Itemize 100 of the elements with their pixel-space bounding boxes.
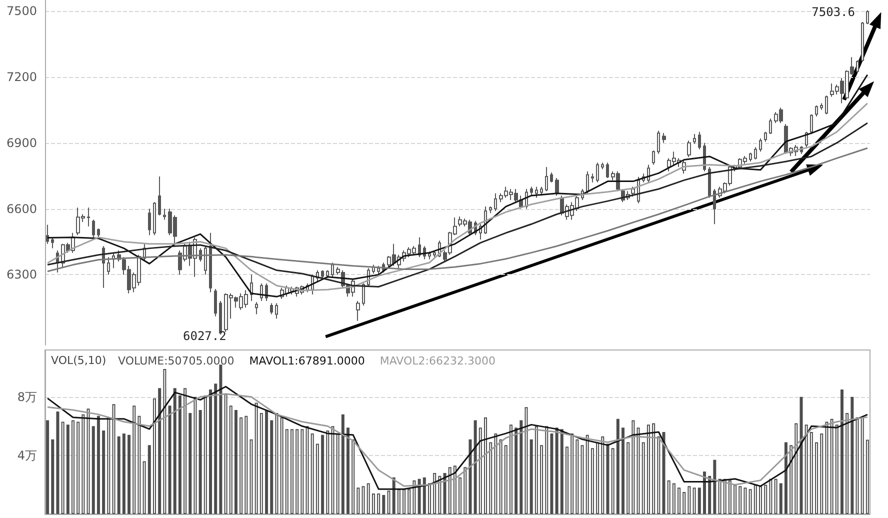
bar [642,442,645,514]
series-label: VOLUME:50705.0000 [118,354,234,368]
bar [790,445,793,514]
candlestick [270,302,273,315]
candlestick [540,186,543,196]
bar [122,433,126,514]
bar [850,396,854,514]
candlestick [708,166,711,198]
bar [580,445,584,514]
bar [820,433,824,514]
candlestick [662,132,666,144]
bar [856,417,859,514]
bar [860,417,864,514]
candlestick [107,256,110,276]
text: MAVOL2:66232.3000 [380,354,496,368]
bar [738,486,742,514]
candlestick [698,131,701,150]
bar [774,478,778,514]
bar [570,433,574,514]
bar [56,412,60,514]
bar [285,429,288,514]
bar [229,406,232,514]
candlestick [856,60,859,74]
bar [184,388,187,514]
bar [484,417,488,514]
candlestick [321,270,324,280]
bar [224,394,228,514]
bar [418,478,421,514]
bar [209,390,212,514]
bar [474,420,477,514]
bar [646,424,650,514]
bar [825,422,828,514]
bar [132,406,136,514]
candlestick [810,114,813,135]
line-series [46,74,868,298]
candlestick [209,232,212,293]
bar [606,444,610,514]
candlestick [657,130,660,154]
bar [168,406,172,514]
candlestick [163,208,166,220]
bar [296,429,299,514]
candlestick [494,192,497,212]
bar [611,448,614,514]
candlestick [754,146,757,160]
candlestick [693,134,696,144]
bar [92,426,95,514]
bar [280,417,284,514]
bar [433,473,436,514]
bar [494,433,498,514]
candlestick [260,282,263,302]
bar [596,442,600,514]
bar [102,430,106,514]
bar [72,420,75,514]
bar [82,414,85,514]
bar [866,440,869,514]
candlestick [377,265,380,276]
bar [173,388,176,514]
candlestick [92,219,95,238]
bar [723,478,726,514]
bar [310,433,314,514]
bar [51,439,54,514]
bar [530,439,533,514]
candlestick [687,140,691,158]
bar [504,445,508,514]
y-tick-label: 6900 [6,136,37,150]
candlestick [815,104,818,117]
bar [198,410,202,514]
bar [784,442,788,514]
bar [702,472,706,514]
bar [514,428,518,514]
bar [478,428,482,514]
candlestick [586,170,589,194]
candlestick [530,186,533,196]
bar [158,388,162,514]
bar [408,489,411,514]
bar [352,439,355,514]
candlestick [331,262,334,278]
bar [601,436,604,514]
candlestick [158,176,161,216]
bar [188,412,192,514]
candlestick [97,228,100,238]
annotation: 7503.6 [812,5,856,19]
bar [590,448,594,514]
bar [688,486,691,514]
bar [468,439,472,514]
candlestick [749,152,752,162]
candlestick [825,95,828,115]
bar [545,426,548,514]
bar [204,395,207,514]
candlestick [433,250,436,258]
bar [219,364,222,514]
bar [152,398,156,514]
bar [509,424,512,514]
text: MAVOL1:67891.0000 [249,354,365,368]
y-tick-label: 7500 [6,4,37,18]
bar [744,488,747,514]
bar [657,436,660,514]
candlestick [489,206,492,214]
line-series [46,147,868,272]
bar [275,412,278,514]
